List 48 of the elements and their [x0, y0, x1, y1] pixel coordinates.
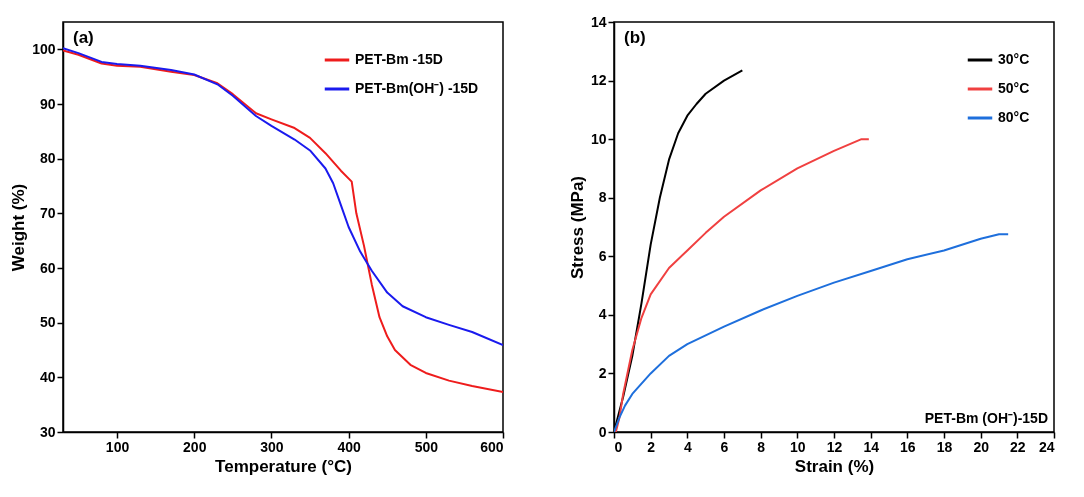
y-axis-title: Stress (MPa)	[567, 176, 587, 279]
legend-label: 80°C	[998, 109, 1030, 125]
x-tick-label: 20	[973, 438, 990, 455]
y-tick-label: 6	[598, 247, 607, 264]
y-tick-label: 0	[598, 423, 607, 440]
annotation: (a)	[73, 28, 94, 47]
y-tick-label: 12	[590, 72, 607, 89]
legend-label: PET-Bm -15D	[355, 51, 443, 67]
x-axis-title: Strain (%)	[794, 456, 875, 476]
y-tick-label: 70	[39, 204, 56, 221]
y-tick-label: 100	[32, 40, 56, 57]
x-tick-label: 500	[414, 438, 439, 455]
x-tick-label: 2	[647, 438, 656, 455]
x-tick-label: 0	[614, 438, 623, 455]
x-tick-label: 12	[826, 438, 843, 455]
legend-label: 50°C	[998, 80, 1030, 96]
x-tick-label: 300	[260, 438, 284, 455]
x-tick-label: 400	[337, 438, 362, 455]
y-axis-title: Weight (%)	[9, 183, 29, 272]
line-series	[614, 138, 870, 432]
x-tick-label: 600	[480, 438, 504, 455]
x-tick-label: 100	[105, 438, 130, 455]
x-tick-label: 8	[757, 438, 766, 455]
y-tick-label: 2	[598, 364, 607, 381]
y-tick-label: 80	[39, 150, 56, 167]
y-tick-label: 90	[39, 95, 56, 112]
x-tick-label: 16	[900, 438, 916, 455]
annotation: PET-Bm (OH⁻)-15D	[924, 410, 1048, 426]
y-tick-label: 50	[39, 314, 56, 331]
y-tick-label: 10	[590, 130, 607, 147]
legend-label: PET-Bm(OH⁻) -15D	[355, 80, 479, 96]
x-tick-label: 200	[183, 438, 207, 455]
x-tick-label: 22	[1010, 438, 1026, 455]
legend-label: 30°C	[998, 51, 1030, 67]
y-tick-label: 30	[39, 423, 56, 440]
x-tick-label: 24	[1038, 438, 1055, 455]
x-tick-label: 4	[683, 438, 692, 455]
y-tick-label: 40	[39, 368, 56, 385]
x-tick-label: 10	[790, 438, 806, 455]
y-tick-label: 4	[598, 306, 607, 323]
y-tick-label: 60	[39, 259, 56, 276]
x-tick-label: 18	[936, 438, 953, 455]
x-tick-label: 14	[863, 438, 880, 455]
y-tick-label: 8	[598, 189, 607, 206]
x-tick-label: 6	[720, 438, 729, 455]
x-axis-title: Temperature (°C)	[215, 456, 352, 476]
y-tick-label: 14	[590, 13, 607, 30]
annotation: (b)	[624, 28, 646, 47]
